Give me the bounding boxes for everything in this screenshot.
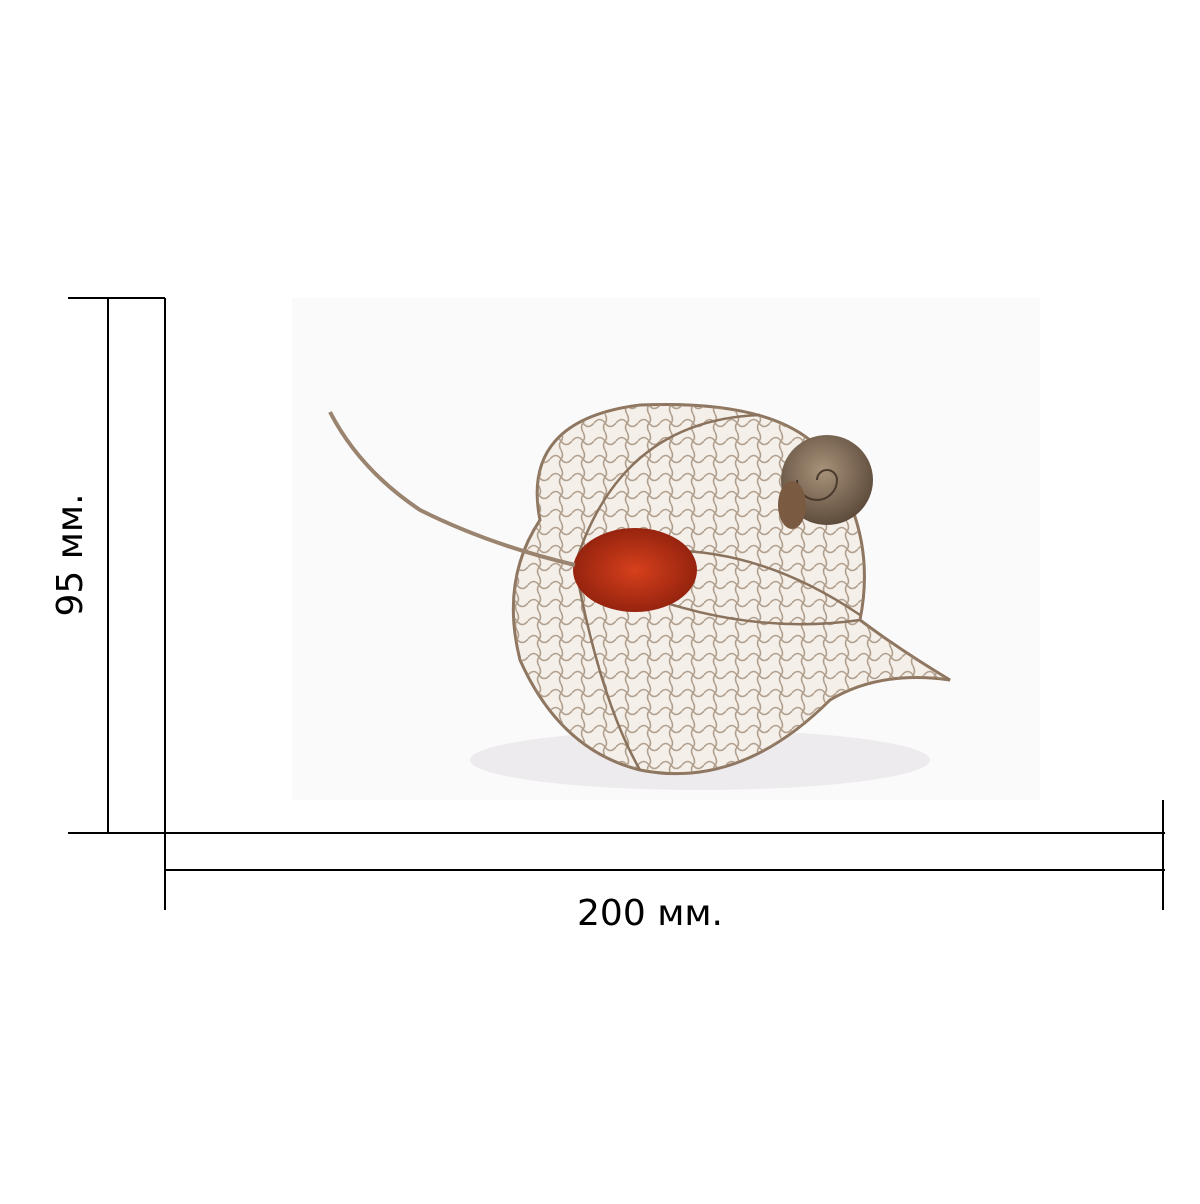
photo bbox=[292, 298, 1040, 800]
dimension-lines bbox=[68, 297, 1165, 910]
height-label: 95 мм. bbox=[50, 493, 91, 616]
width-label: 200 мм. bbox=[577, 893, 723, 934]
